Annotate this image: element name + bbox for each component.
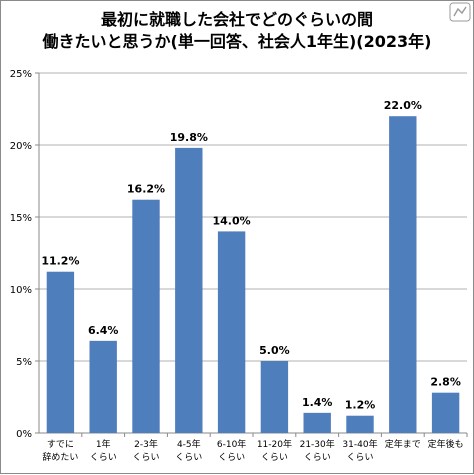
x-tick-label: 21-30年	[300, 438, 335, 450]
x-tick-label: くらい	[175, 452, 202, 463]
bar	[175, 147, 203, 433]
y-tick-label: 5%	[16, 357, 32, 368]
y-tick-label: 0%	[16, 429, 32, 440]
x-tick-label: くらい	[304, 452, 331, 463]
watermark-logo	[449, 2, 471, 22]
bar	[46, 271, 75, 433]
y-tick-label: 20%	[10, 141, 32, 152]
data-label: 22.0%	[384, 99, 422, 112]
data-label: 16.2%	[127, 183, 165, 196]
x-tick-label: 定年まで	[385, 438, 421, 450]
bar	[431, 392, 460, 433]
data-label: 2.8%	[430, 376, 461, 389]
chart-title-line1: 最初に就職した会社でどのぐらいの間	[100, 10, 373, 29]
x-tick-label: 辞めたい	[42, 451, 78, 463]
bar	[217, 231, 246, 433]
x-tick-label: 4-5年	[177, 438, 201, 450]
bar	[260, 361, 289, 433]
bar	[303, 412, 331, 433]
bar	[389, 116, 417, 433]
y-tick-label: 25%	[10, 69, 32, 80]
x-tick-label: くらい	[261, 452, 288, 463]
x-tick-label: 11-20年	[257, 438, 292, 450]
chart-title: 最初に就職した会社でどのぐらいの間 働きたいと思うか(単一回答、社会人1年生)(…	[1, 9, 473, 53]
data-label: 6.4%	[88, 324, 119, 337]
x-tick-label: 2-3年	[134, 438, 158, 450]
x-tick-label: くらい	[218, 452, 245, 463]
x-tick-label: 定年後も	[428, 438, 464, 450]
bar	[132, 199, 160, 433]
x-tick-label: 6-10年	[217, 438, 246, 450]
x-tick-label: 31-40年	[342, 438, 377, 450]
bar	[346, 415, 374, 433]
chart-title-line2: 働きたいと思うか(単一回答、社会人1年生)(2023年)	[42, 32, 432, 51]
data-label: 19.8%	[170, 131, 208, 144]
data-label: 14.0%	[213, 214, 251, 227]
data-label: 5.0%	[259, 344, 290, 357]
data-label: 11.2%	[41, 255, 79, 268]
y-tick-label: 15%	[10, 213, 32, 224]
data-label: 1.4%	[302, 396, 333, 409]
y-tick-label: 10%	[10, 285, 32, 296]
x-tick-label: くらい	[346, 452, 373, 463]
bar	[89, 340, 117, 433]
logo-icon	[449, 2, 471, 22]
x-tick-label: すでに	[47, 439, 74, 450]
x-tick-label: くらい	[132, 452, 159, 463]
x-tick-label: くらい	[90, 452, 117, 463]
x-tick-label: 1年	[96, 438, 111, 450]
data-label: 1.2%	[345, 399, 376, 412]
